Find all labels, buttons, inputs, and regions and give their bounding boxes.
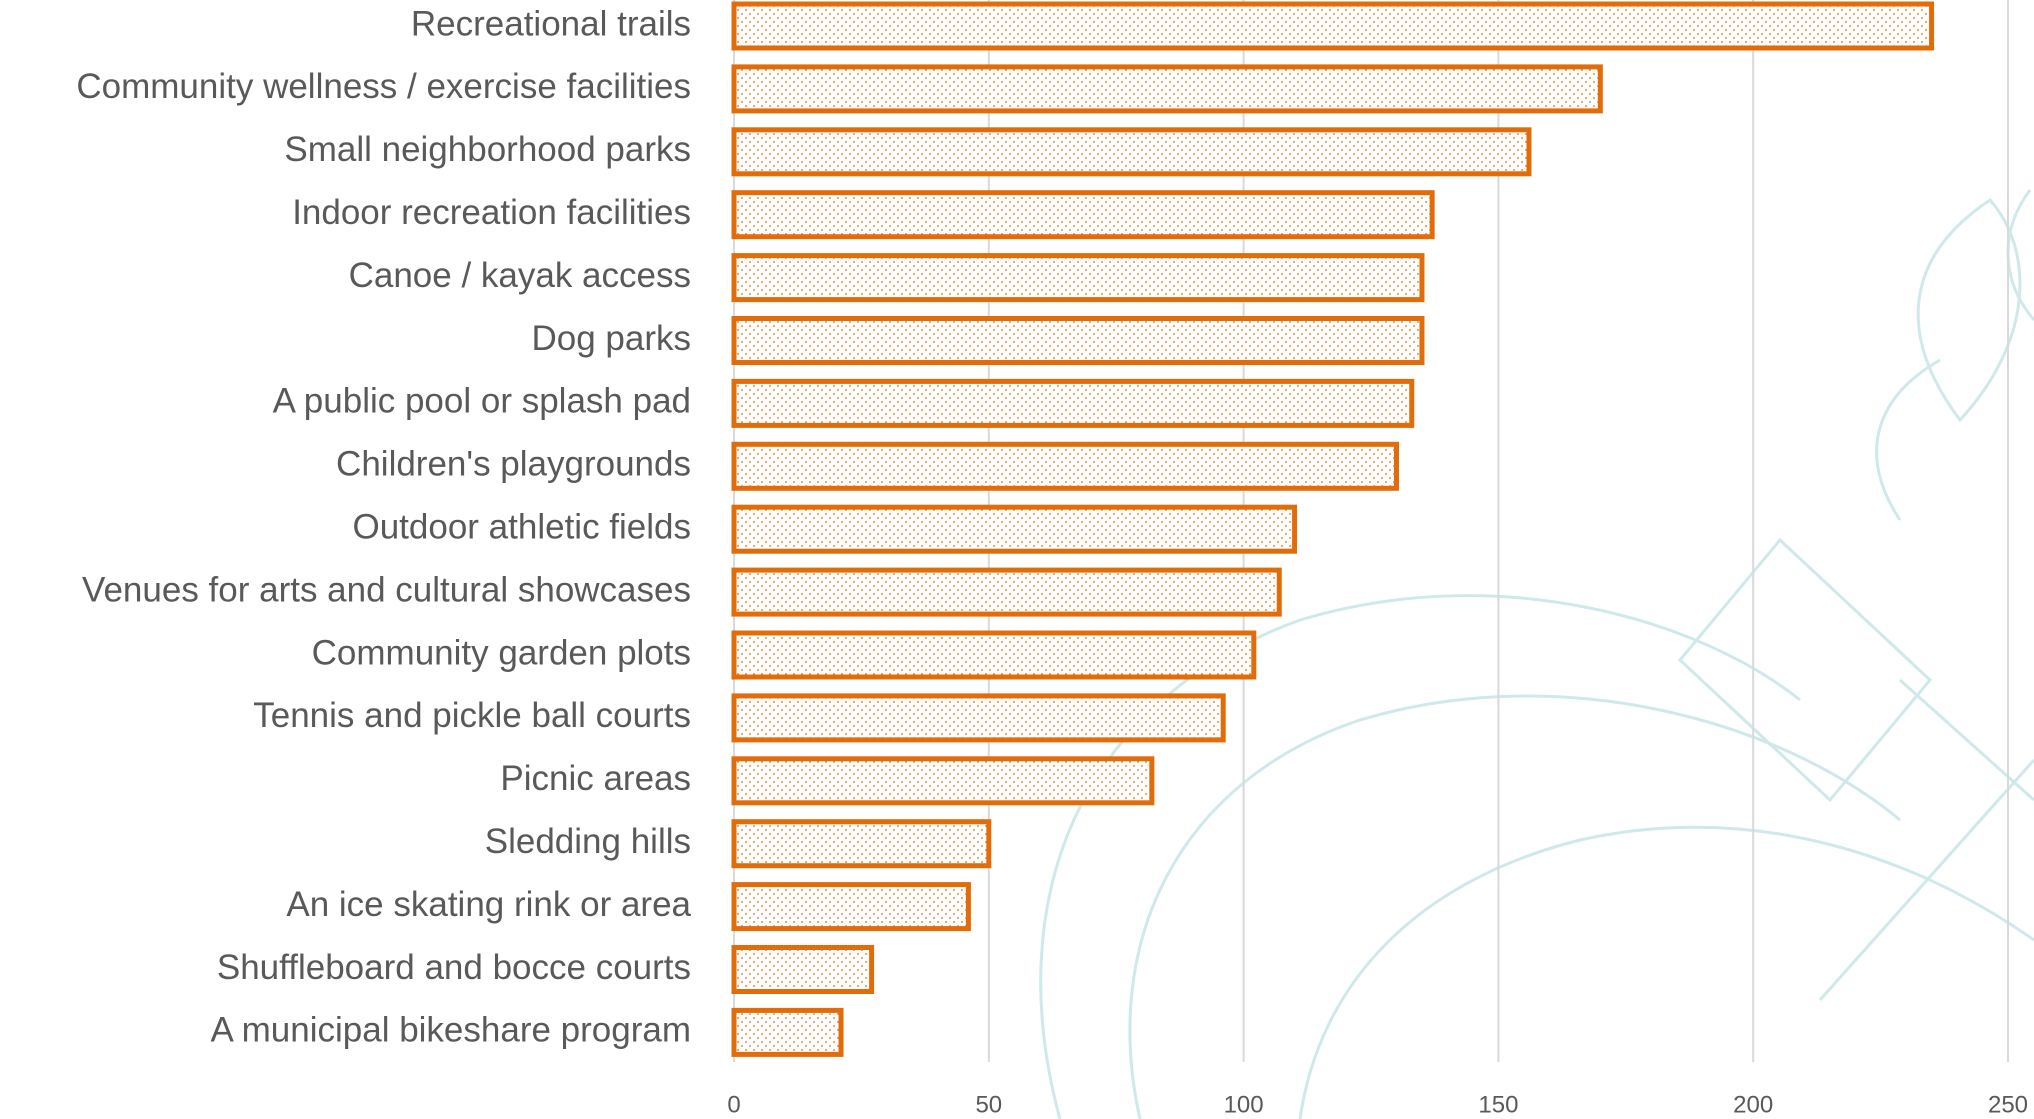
y-tick-label: Children's playgrounds: [336, 445, 691, 484]
bar: [731, 64, 1603, 114]
y-tick-label: Outdoor athletic fields: [352, 507, 691, 546]
y-tick-label: A public pool or splash pad: [273, 382, 691, 421]
bar: [731, 504, 1298, 554]
bar: [731, 441, 1399, 491]
y-tick-label: A municipal bikeshare program: [210, 1011, 691, 1050]
x-tick-label: 200: [1733, 1091, 1773, 1118]
bar: [731, 882, 971, 932]
x-tick-label: 100: [1224, 1091, 1264, 1118]
x-tick-label: 150: [1478, 1091, 1518, 1118]
y-tick-label: Picnic areas: [500, 759, 691, 798]
bar: [731, 190, 1435, 240]
bar: [731, 693, 1226, 743]
bar: [731, 630, 1257, 680]
x-tick-label: 50: [975, 1091, 1002, 1118]
bar: [731, 378, 1415, 428]
bar: [731, 253, 1425, 303]
y-tick-label: Community garden plots: [312, 633, 691, 672]
y-tick-label: Tennis and pickle ball courts: [253, 696, 691, 735]
y-tick-label: Small neighborhood parks: [284, 130, 691, 169]
x-tick-label: 250: [1988, 1091, 2028, 1118]
bar: [731, 567, 1282, 617]
y-tick-label: Dog parks: [531, 319, 691, 358]
bar: [731, 1, 1935, 51]
bar: [731, 316, 1425, 365]
bar: [731, 127, 1532, 177]
y-tick-label: An ice skating rink or area: [286, 885, 691, 924]
bar: [731, 1007, 844, 1057]
bar: [731, 756, 1155, 806]
y-tick-label: Venues for arts and cultural showcases: [82, 570, 691, 609]
bar: [731, 945, 875, 994]
y-tick-label: Shuffleboard and bocce courts: [217, 948, 691, 987]
y-tick-label: Recreational trails: [411, 4, 691, 43]
y-tick-label: Indoor recreation facilities: [292, 193, 691, 232]
x-tick-label: 0: [727, 1091, 740, 1118]
bar: [731, 819, 992, 869]
y-tick-label: Canoe / kayak access: [349, 256, 691, 295]
background-decoration: [1039, 189, 2034, 1119]
y-tick-label: Sledding hills: [485, 822, 691, 861]
y-tick-label: Community wellness / exercise facilities: [76, 67, 691, 106]
